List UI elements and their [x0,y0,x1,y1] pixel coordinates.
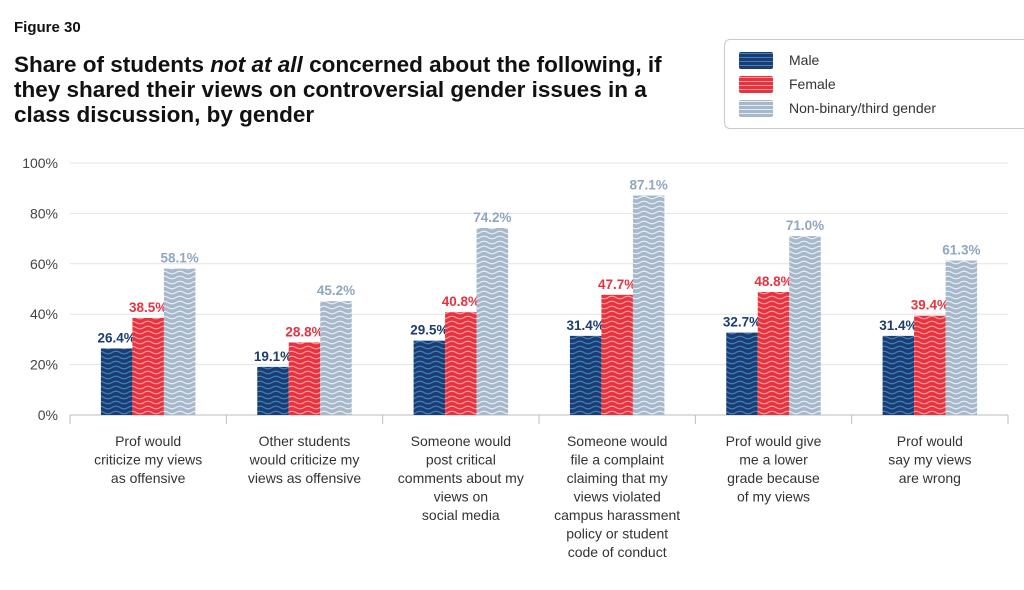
bar-nonbinary [945,260,978,415]
data-label-nonbinary: 58.1% [161,251,199,266]
bar-male [726,332,758,415]
legend-label-female: Female [789,76,836,92]
data-label-nonbinary: 61.3% [942,243,980,258]
data-label-nonbinary: 74.2% [473,210,511,225]
bar-female [132,317,164,415]
bar-nonbinary [789,236,821,415]
chart-title: Share of students not at all concerned a… [14,52,704,127]
figure-label: Figure 30 [14,19,81,36]
bar-male [882,335,915,415]
legend-item-male: Male [739,51,819,69]
data-label-male: 32.7% [723,315,761,330]
category-label: Someone would file a complaint claiming th… [554,433,680,560]
legend-label-male: Male [789,52,820,68]
y-tick-label: 0% [38,407,58,423]
category-label: Prof would say my views are wrong [888,433,971,486]
legend-label-nonbinary: Non-binary/third gender [789,100,937,116]
bar-female [757,292,790,415]
y-tick-label: 60% [30,256,58,272]
legend-item-female: Female [739,75,836,93]
title-emphasis: not at all [210,52,303,77]
title-part-2: concerned about the following, if they s… [14,52,662,127]
legend-item-nonbinary: Non-binary/third gender [739,99,936,117]
data-label-male: 31.4% [879,318,917,333]
data-label-nonbinary: 87.1% [630,178,668,193]
chart-legend: Male Female Non-binary/third gender [724,39,1024,129]
legend-swatch-nonbinary [739,99,773,117]
bar-nonbinary [320,301,352,415]
bar-nonbinary [476,228,509,415]
category-label: Prof would give me a lower grade because of… [726,433,822,505]
data-label-male: 19.1% [254,349,292,364]
category-label: Other students would criticize my views as… [248,433,362,486]
bar-chart: 0% 20% 40% 60% 80% 100% 26.4% 38.5% 58.1% Prof wo… [22,155,1009,560]
bar-nonbinary [632,195,665,415]
y-tick-label: 80% [30,205,58,221]
y-tick-label: 100% [22,155,58,171]
data-label-nonbinary: 45.2% [317,283,355,298]
y-tick-label: 40% [30,306,58,322]
bar-male [413,340,446,415]
bar-nonbinary [163,268,196,415]
data-label-male: 29.5% [410,323,448,338]
bar-female [914,315,946,415]
legend-swatch-male [739,51,773,69]
data-label-female: 28.8% [285,324,323,339]
data-label-male: 31.4% [567,318,605,333]
bar-female [601,294,633,415]
title-part-1: Share of students [14,52,211,77]
bar-male [100,348,133,415]
data-label-female: 48.8% [754,274,792,289]
category-label: Prof would criticize my views as offensive [94,433,202,486]
legend-swatch-female [739,75,773,93]
data-label-female: 38.5% [129,300,167,315]
data-label-nonbinary: 71.0% [786,218,824,233]
bar-female [445,312,477,415]
bar-male [257,366,289,415]
data-label-female: 40.8% [442,294,480,309]
data-label-male: 26.4% [98,330,136,345]
bar-male [569,335,602,415]
data-label-female: 39.4% [911,298,949,313]
y-tick-label: 20% [30,357,58,373]
data-label-female: 47.7% [598,277,636,292]
category-label: Someone would post critical comments about… [398,433,524,523]
bar-female [288,342,321,415]
